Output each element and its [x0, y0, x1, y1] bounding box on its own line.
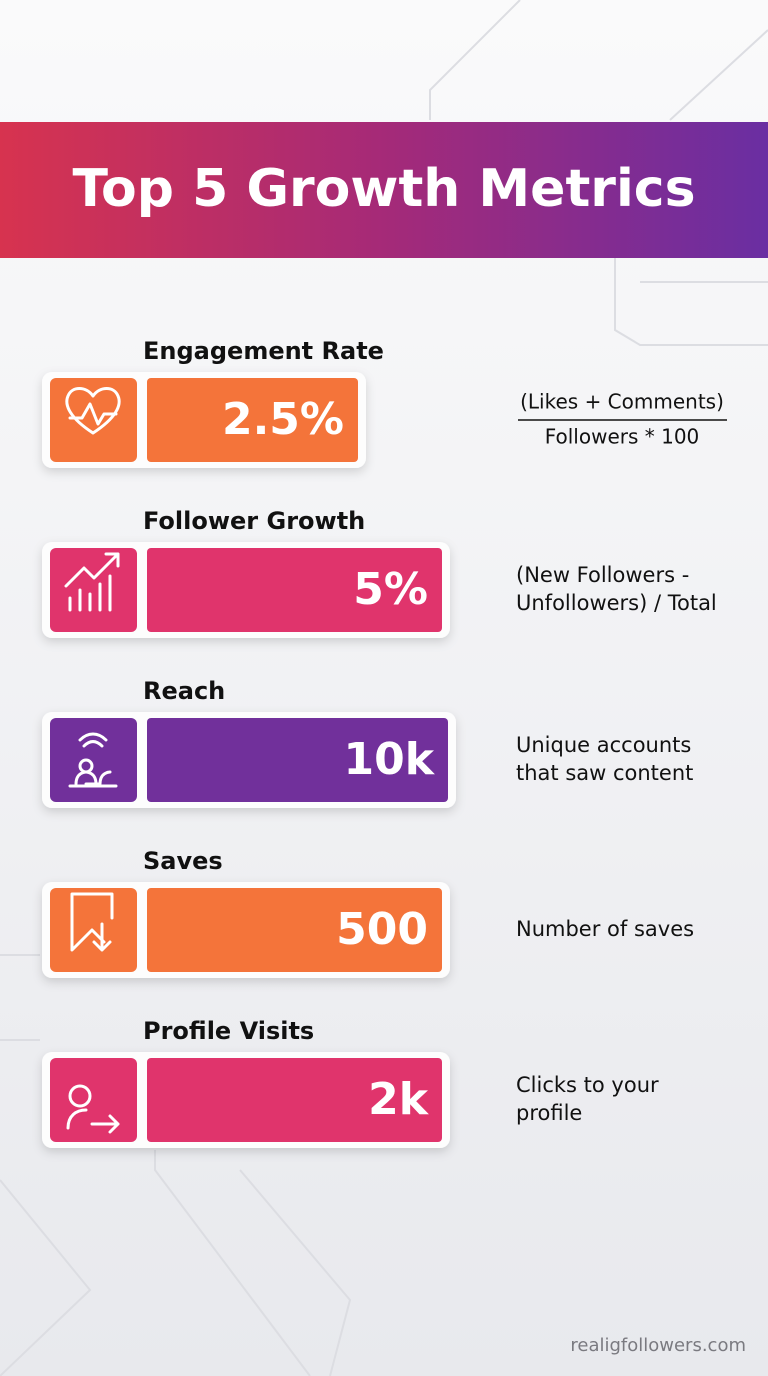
title: Top 5 Growth Metrics	[72, 159, 695, 219]
metric-row: Profile Visits 2k Clicks to your profile	[42, 1017, 659, 1148]
icon-path	[64, 552, 120, 612]
metric-label: Follower Growth	[143, 507, 365, 535]
metric-description: (New Followers -	[516, 563, 689, 587]
metric-value: 2.5%	[222, 394, 344, 445]
formula-denominator: Followers * 100	[545, 425, 700, 449]
icon-path	[68, 732, 118, 788]
formula-numerator: (Likes + Comments)	[520, 390, 724, 414]
metric-value: 2k	[368, 1074, 430, 1125]
metric-description: Unique accounts	[516, 733, 691, 757]
metric-description: profile	[516, 1101, 582, 1125]
metric-description: that saw content	[516, 761, 693, 785]
metric-description: Unfollowers) / Total	[516, 591, 717, 615]
metric-label: Engagement Rate	[143, 337, 384, 365]
footer-website: realigfollowers.com	[570, 1335, 746, 1356]
metric-label: Saves	[143, 847, 223, 875]
icon-box	[50, 378, 137, 462]
metric-bar	[147, 378, 358, 462]
icon-box	[50, 548, 137, 632]
icon-path	[70, 892, 114, 952]
metric-row: Engagement Rate 2.5% (Likes + Comments) Fol…	[42, 337, 727, 468]
metric-bar	[147, 718, 448, 802]
metric-icon	[66, 1084, 120, 1134]
header-band	[0, 122, 768, 258]
metric-icon	[65, 387, 121, 435]
metric-value: 5%	[353, 564, 428, 615]
metric-label: Profile Visits	[143, 1017, 314, 1045]
metric-icon	[68, 732, 118, 788]
icon-box	[50, 718, 137, 802]
metric-value: 500	[336, 904, 428, 955]
metric-description: Number of saves	[516, 917, 694, 941]
metric-icon	[70, 892, 114, 952]
icon-path	[66, 1084, 120, 1134]
metric-row: Reach 10k Unique accounts that saw content	[42, 677, 693, 808]
metric-row: Saves 500 Number of saves	[42, 847, 694, 978]
metric-bar	[147, 548, 442, 632]
metric-bar	[147, 888, 442, 972]
metric-label: Reach	[143, 677, 225, 705]
metric-description: Clicks to your	[516, 1073, 659, 1097]
metric-value: 10k	[344, 734, 436, 785]
metric-bar	[147, 1058, 442, 1142]
icon-path	[65, 387, 121, 435]
metric-icon	[64, 552, 120, 612]
icon-box	[50, 1058, 137, 1142]
metric-row: Follower Growth 5% (New Followers - Unfollo…	[42, 507, 717, 638]
